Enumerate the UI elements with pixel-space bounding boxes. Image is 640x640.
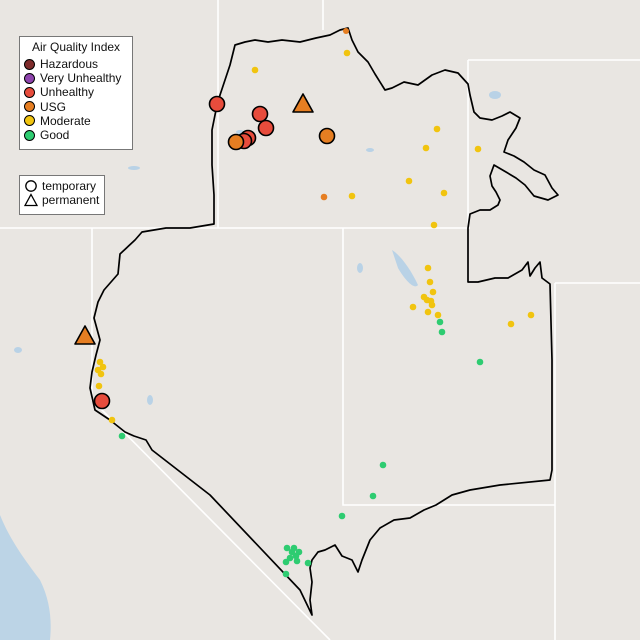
temporary-monitor-point bbox=[527, 311, 535, 319]
temporary-monitor-marker bbox=[318, 127, 336, 145]
temporary-monitor-marker bbox=[208, 95, 226, 113]
monitor-type-legend: temporary permanent bbox=[19, 175, 105, 215]
permanent-monitor-marker bbox=[74, 325, 96, 345]
temporary-monitor-point bbox=[108, 416, 116, 424]
temporary-monitor-point bbox=[433, 125, 441, 133]
legend-label: Very Unhealthy bbox=[40, 71, 122, 86]
aqi-legend: Air Quality Index Hazardous Very Unhealt… bbox=[19, 36, 133, 150]
legend-row-hazardous: Hazardous bbox=[24, 57, 128, 71]
legend-row-moderate: Moderate bbox=[24, 114, 128, 128]
temporary-monitor-point bbox=[476, 358, 484, 366]
temporary-monitors-small bbox=[94, 28, 535, 578]
temporary-monitor-point bbox=[428, 301, 436, 309]
temporary-monitor-point bbox=[405, 177, 413, 185]
region-outline bbox=[89, 27, 559, 616]
temporary-monitor-point bbox=[282, 558, 290, 566]
temporary-monitor-point bbox=[348, 192, 356, 200]
good-swatch bbox=[24, 129, 35, 141]
unhealthy-swatch bbox=[24, 86, 35, 98]
temporary-monitor-point bbox=[293, 557, 301, 565]
temporary-monitor-point bbox=[96, 358, 104, 366]
temporary-monitor-point bbox=[438, 328, 446, 336]
legend-label: Unhealthy bbox=[40, 85, 95, 100]
temporary-monitor-point bbox=[430, 221, 438, 229]
legend-row-unhealthy: Unhealthy bbox=[24, 85, 128, 99]
temporary-monitor-point bbox=[424, 308, 432, 316]
temporary-monitor-marker bbox=[227, 133, 245, 151]
temporary-monitor-point bbox=[97, 370, 105, 378]
temporary-monitor-point bbox=[436, 318, 444, 326]
temporary-monitor-point bbox=[95, 382, 103, 390]
legend-row-very-unhealthy: Very Unhealthy bbox=[24, 71, 128, 85]
temporary-monitor-point bbox=[507, 320, 515, 328]
circle-icon bbox=[24, 179, 38, 193]
legend-label: permanent bbox=[42, 193, 100, 208]
triangle-icon bbox=[24, 193, 38, 207]
temporary-monitor-point bbox=[369, 492, 377, 500]
temporary-monitor-marker bbox=[251, 105, 269, 123]
legend-label: USG bbox=[40, 99, 67, 114]
temporary-monitor-marker bbox=[257, 119, 275, 137]
legend-row-permanent: permanent bbox=[24, 193, 100, 207]
legend-label: Good bbox=[40, 128, 70, 143]
ocean-area bbox=[0, 515, 51, 640]
temporary-monitor-point bbox=[320, 193, 328, 201]
legend-row-temporary: temporary bbox=[24, 179, 100, 193]
temporary-monitor-marker bbox=[93, 392, 111, 410]
usg-swatch bbox=[24, 101, 35, 113]
temporary-monitor-point bbox=[423, 296, 431, 304]
legend-row-usg: USG bbox=[24, 100, 128, 114]
temporary-monitor-point bbox=[379, 461, 387, 469]
temporary-monitor-point bbox=[474, 145, 482, 153]
lakes bbox=[14, 91, 501, 405]
temporary-monitor-point bbox=[440, 189, 448, 197]
temporary-monitor-point bbox=[343, 28, 349, 34]
temporary-monitor-point bbox=[409, 303, 417, 311]
temporary-monitor-point bbox=[118, 432, 126, 440]
temporary-monitor-point bbox=[251, 66, 259, 74]
temporary-monitor-point bbox=[434, 311, 442, 319]
very-unhealthy-swatch bbox=[24, 72, 35, 84]
temporary-monitor-point bbox=[286, 554, 294, 562]
legend-label: Hazardous bbox=[40, 57, 99, 72]
temporary-monitor-point bbox=[304, 559, 312, 567]
temporary-monitor-point bbox=[290, 544, 298, 552]
legend-label: Moderate bbox=[40, 113, 91, 128]
legend-label: temporary bbox=[42, 179, 97, 194]
legend-row-good: Good bbox=[24, 128, 128, 142]
aqi-legend-title: Air Quality Index bbox=[32, 40, 121, 54]
temporary-monitor-point bbox=[422, 144, 430, 152]
temporary-monitor-point bbox=[429, 288, 437, 296]
temporary-monitor-point bbox=[282, 570, 290, 578]
temporary-monitor-point bbox=[426, 278, 434, 286]
large-monitor-markers bbox=[74, 93, 336, 410]
permanent-monitor-marker bbox=[292, 93, 314, 113]
temporary-monitor-point bbox=[424, 264, 432, 272]
temporary-monitor-point bbox=[99, 363, 107, 371]
temporary-monitor-point bbox=[343, 49, 351, 57]
temporary-monitor-point bbox=[338, 512, 346, 520]
moderate-swatch bbox=[24, 115, 35, 127]
hazardous-swatch bbox=[24, 58, 35, 70]
temporary-monitor-point bbox=[283, 544, 291, 552]
temporary-monitor-point bbox=[295, 548, 303, 556]
